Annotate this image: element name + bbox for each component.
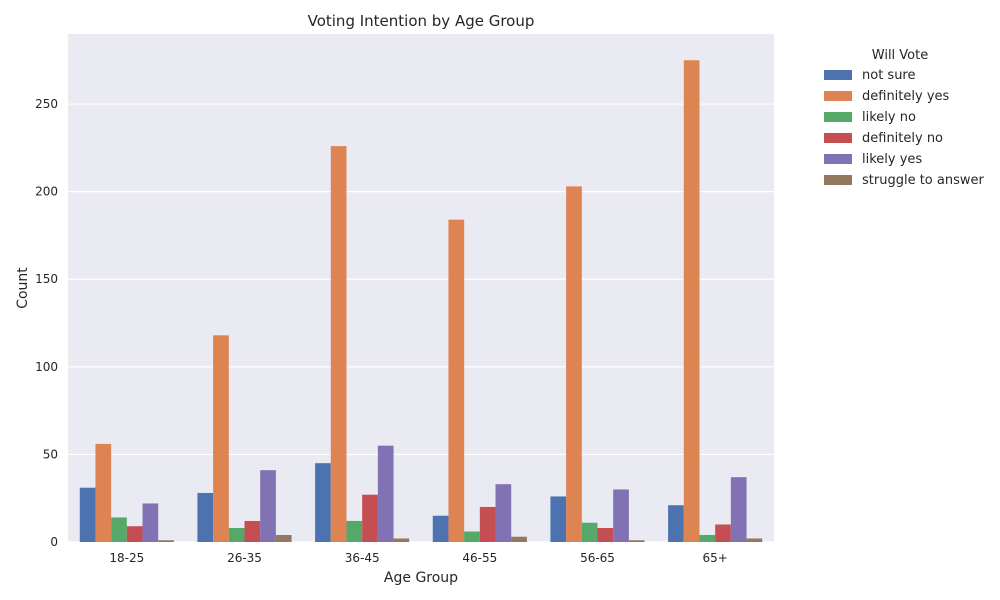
- x-axis-ticks: 18-25 26-35 36-45 46-55 56-65 65+: [109, 551, 727, 565]
- bar-likely-yes-56-65: [613, 489, 629, 542]
- x-axis-label: Age Group: [384, 570, 458, 586]
- bar-likely-no-36-45: [346, 520, 363, 542]
- bar-likely-no-18-25: [111, 517, 127, 542]
- y-tick-label: 200: [35, 185, 58, 199]
- bar-not-sure-26-35: [197, 492, 214, 542]
- bar-not-sure-65+: [668, 505, 684, 542]
- x-tick-label: 18-25: [109, 551, 144, 565]
- bar-struggle-to-answer-65+: [746, 538, 763, 542]
- bar-definitely-no-36-45: [362, 494, 378, 542]
- bar-struggle-to-answer-36-45: [393, 538, 410, 542]
- bar-definitely-no-26-35: [244, 520, 261, 542]
- legend-swatch: [824, 133, 852, 143]
- bar-struggle-to-answer-26-35: [275, 534, 292, 542]
- bar-definitely-no-56-65: [597, 527, 614, 542]
- chart-title: Voting Intention by Age Group: [308, 12, 535, 30]
- x-tick-label: 46-55: [462, 551, 497, 565]
- bar-struggle-to-answer-18-25: [158, 540, 174, 542]
- y-axis-ticks: 0 50 100 150 200 250: [35, 97, 58, 549]
- bar-definitely-yes-65+: [683, 60, 700, 542]
- gridlines: [68, 103, 774, 543]
- y-axis-label: Count: [15, 267, 31, 309]
- legend-entry: definitely yes: [862, 89, 950, 104]
- y-tick-label: 150: [35, 272, 58, 286]
- legend-swatch: [824, 175, 852, 185]
- bar-likely-yes-36-45: [377, 445, 394, 542]
- bar-likely-no-65+: [699, 534, 716, 542]
- bar-definitely-yes-18-25: [95, 443, 112, 542]
- y-tick-label: 0: [50, 535, 58, 549]
- bar-likely-yes-26-35: [260, 470, 276, 542]
- y-tick-label: 250: [35, 97, 58, 111]
- bar-not-sure-56-65: [550, 496, 567, 542]
- bar-not-sure-36-45: [315, 463, 331, 542]
- bar-definitely-yes-46-55: [448, 219, 465, 543]
- x-tick-label: 26-35: [227, 551, 262, 565]
- plot-area: [68, 34, 774, 542]
- bar-definitely-no-18-25: [126, 526, 143, 542]
- legend-swatch: [824, 154, 852, 164]
- bar-likely-yes-46-55: [495, 484, 512, 542]
- bar-definitely-yes-36-45: [330, 146, 347, 542]
- bar-likely-no-26-35: [228, 527, 245, 542]
- bar-likely-no-56-65: [581, 522, 598, 542]
- bar-not-sure-18-25: [79, 487, 96, 542]
- bars: [79, 60, 763, 543]
- y-tick-label: 100: [35, 360, 58, 374]
- bar-not-sure-46-55: [432, 515, 449, 542]
- legend: Will Vote not sure definitely yes likely n…: [824, 48, 984, 188]
- bar-struggle-to-answer-56-65: [628, 540, 645, 542]
- bar-definitely-no-46-55: [479, 506, 496, 542]
- legend-swatch: [824, 70, 852, 80]
- legend-swatch: [824, 112, 852, 122]
- legend-entry: likely yes: [862, 152, 922, 167]
- y-tick-label: 50: [43, 447, 58, 461]
- bar-likely-no-46-55: [464, 531, 480, 542]
- x-tick-label: 56-65: [580, 551, 615, 565]
- bar-likely-yes-18-25: [142, 503, 159, 542]
- x-tick-label: 65+: [703, 551, 728, 565]
- legend-entry: likely no: [862, 110, 916, 125]
- legend-entry: not sure: [862, 68, 916, 83]
- legend-title: Will Vote: [872, 48, 928, 63]
- x-tick-label: 36-45: [345, 551, 380, 565]
- legend-entry: definitely no: [862, 131, 943, 146]
- bar-definitely-yes-56-65: [566, 186, 582, 542]
- bar-struggle-to-answer-46-55: [511, 536, 527, 542]
- bar-likely-yes-65+: [730, 477, 747, 542]
- bar-definitely-yes-26-35: [213, 335, 229, 542]
- legend-entry: struggle to answer: [862, 173, 984, 188]
- bar-definitely-no-65+: [715, 524, 731, 542]
- legend-swatch: [824, 91, 852, 101]
